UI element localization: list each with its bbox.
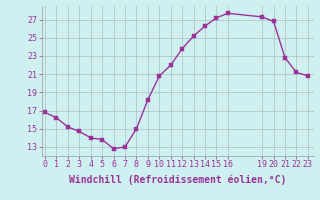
X-axis label: Windchill (Refroidissement éolien,°C): Windchill (Refroidissement éolien,°C) xyxy=(69,175,286,185)
